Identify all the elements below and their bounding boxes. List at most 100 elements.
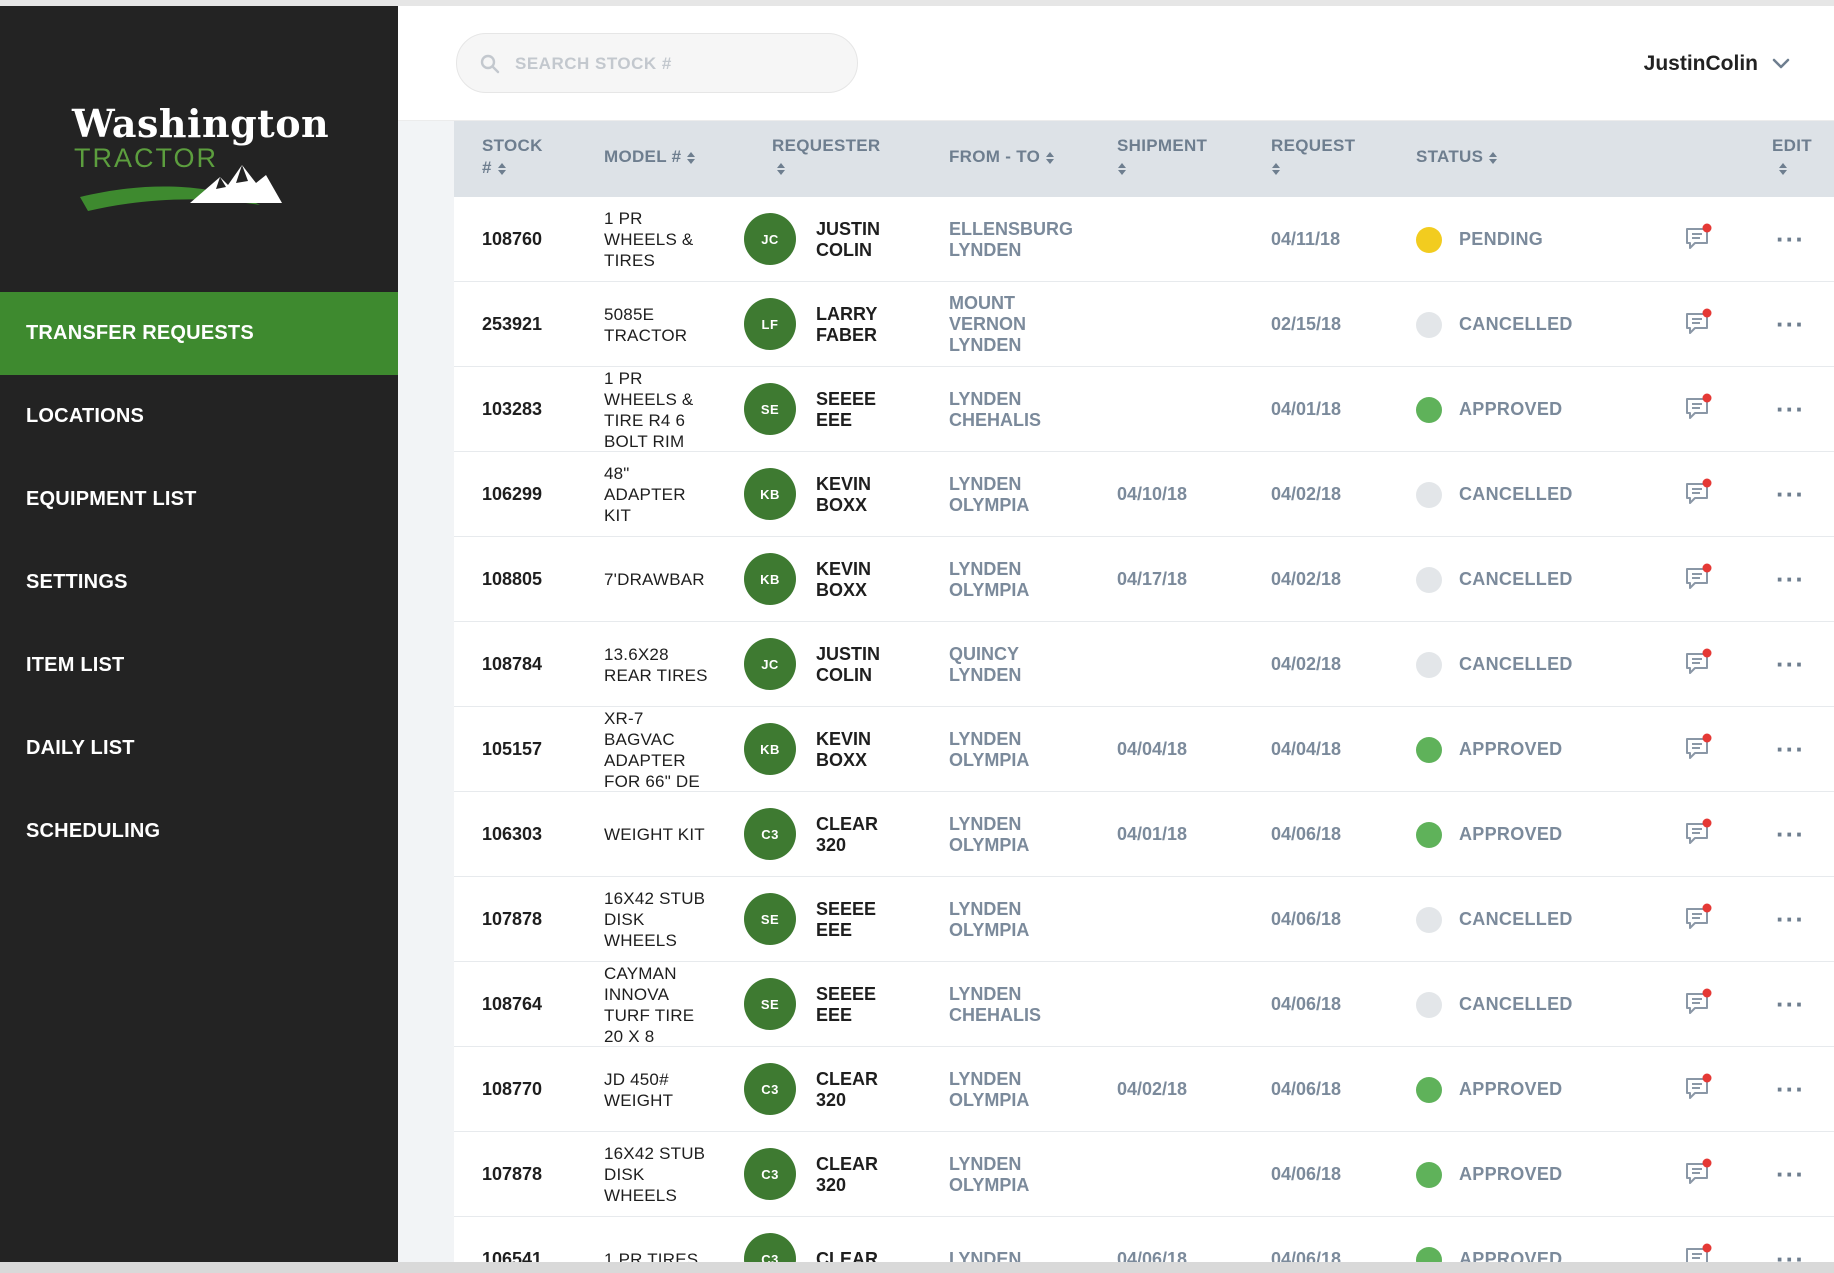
route-line: OLYMPIA <box>949 919 1030 940</box>
comment-button[interactable] <box>1682 986 1714 1018</box>
table-row[interactable]: 107878 16X42 STUB DISK WHEELS SE SEEEE EEE LYND… <box>454 877 1834 962</box>
status-label: PENDING <box>1459 229 1544 249</box>
notification-dot-icon <box>1702 1073 1712 1083</box>
comment-button[interactable] <box>1682 1071 1714 1103</box>
requester-line: CLEAR <box>816 813 878 834</box>
column-edit[interactable]: EDIT <box>1772 135 1812 179</box>
column-request[interactable]: REQUEST <box>1271 135 1355 179</box>
comment-button[interactable] <box>1682 561 1714 593</box>
route-line: OLYMPIA <box>949 749 1030 770</box>
more-options-icon[interactable]: ··· <box>1776 1159 1805 1189</box>
more-options-icon[interactable]: ··· <box>1776 394 1805 424</box>
column-model[interactable]: MODEL # <box>604 146 696 168</box>
comment-button[interactable] <box>1682 1156 1714 1188</box>
model-line: ADAPTER <box>604 485 686 504</box>
sidebar-item-equipment-list[interactable]: EQUIPMENT LIST <box>26 488 197 510</box>
comment-icon <box>1686 988 1712 1014</box>
shipment-date: 04/04/18 <box>1117 739 1188 759</box>
search-bar[interactable] <box>456 33 858 93</box>
table-row[interactable]: 106303 WEIGHT KIT C3 CLEAR 320 LYNDEN OLYMPIA 0… <box>454 792 1834 877</box>
model-line: ADAPTER <box>604 750 686 770</box>
requester-lines: CLEAR 320 <box>816 1154 878 1196</box>
sidebar-item-transfer-requests[interactable]: TRANSFER REQUESTS <box>0 292 398 375</box>
requester-cell: SEEEE EEE <box>816 962 936 1047</box>
table-row[interactable]: 106541 1 PR TIRES C3 CLEAR LYNDEN 04/06/18 04/… <box>454 1217 1834 1262</box>
requester-line: BOXX <box>816 494 868 515</box>
comment-icon <box>1686 308 1712 334</box>
column-requester[interactable]: REQUESTER <box>772 135 881 179</box>
column-stock[interactable]: STOCK # <box>482 135 543 179</box>
chevron-down-icon <box>1772 58 1790 69</box>
more-options-icon[interactable]: ··· <box>1776 649 1805 679</box>
table-row[interactable]: 103283 1 PR WHEELS & TIRE R4 6 BOLT RIM SE SEE… <box>454 367 1834 452</box>
table-row[interactable]: 108805 7'DRAWBAR KB KEVIN BOXX LYNDEN OLYMPIA 0… <box>454 537 1834 622</box>
search-input[interactable] <box>515 48 835 80</box>
comment-button[interactable] <box>1682 646 1714 678</box>
table-row[interactable]: 108760 1 PR WHEELS & TIRES JC JUSTIN COLIN ELLE… <box>454 197 1834 282</box>
more-options-icon[interactable]: ··· <box>1776 309 1805 339</box>
requester-lines: KEVIN BOXX <box>816 474 871 516</box>
table-row[interactable]: 108784 13.6X28 REAR TIRES JC JUSTIN COLIN QUIN… <box>454 622 1834 707</box>
requester-lines: CLEAR <box>816 1249 878 1262</box>
comment-button[interactable] <box>1682 391 1714 423</box>
sidebar-item-locations[interactable]: LOCATIONS <box>26 405 145 427</box>
comment-button[interactable] <box>1682 221 1714 253</box>
requester-line: CLEAR <box>816 1153 878 1174</box>
more-options-icon[interactable]: ··· <box>1776 564 1805 594</box>
route-line: VERNON <box>949 314 1027 334</box>
table-row[interactable]: 253921 5085E TRACTOR LF LARRY FABER MOUNT VERNO… <box>454 282 1834 367</box>
column-stock-label-2: # <box>482 158 492 177</box>
table-row[interactable]: 106299 48" ADAPTER KIT KB KEVIN BOXX LYNDEN OLYM… <box>454 452 1834 537</box>
requester-line: SEEEE <box>816 983 877 1004</box>
model-line: TRACTOR <box>604 325 688 345</box>
model-line: BAGVAC <box>604 729 675 749</box>
requester-cell: CLEAR 320 <box>816 1047 936 1132</box>
more-options-icon[interactable]: ··· <box>1776 224 1805 254</box>
requester-cell: KEVIN BOXX <box>816 452 936 537</box>
more-options-icon[interactable]: ··· <box>1776 819 1805 849</box>
comment-button[interactable] <box>1682 1241 1714 1262</box>
from-to-cell: LYNDEN OLYMPIA <box>949 1047 1099 1132</box>
sidebar-item-daily-list[interactable]: DAILY LIST <box>26 737 135 759</box>
table-row[interactable]: 107878 16X42 STUB DISK WHEELS C3 CLEAR 320 LYND… <box>454 1132 1834 1217</box>
column-status[interactable]: STATUS <box>1416 146 1498 168</box>
sidebar-item-scheduling[interactable]: SCHEDULING <box>26 820 161 842</box>
comment-icon <box>1686 733 1712 759</box>
more-options-icon[interactable]: ··· <box>1776 734 1805 764</box>
model-lines: 48" ADAPTER KIT <box>604 463 686 526</box>
avatar: SE <box>744 978 796 1030</box>
model-line: DISK <box>604 1165 645 1184</box>
comment-button[interactable] <box>1682 731 1714 763</box>
model-line: JD 450# <box>604 1069 669 1089</box>
requester-line: SEEEE <box>816 388 877 409</box>
washington-tractor-logo[interactable]: Washington TRACTOR <box>70 101 330 211</box>
model-cell: XR-7 BAGVAC ADAPTER FOR 66" DE <box>604 707 734 792</box>
table-row[interactable]: 105157 XR-7 BAGVAC ADAPTER FOR 66" DE KB KEVIN… <box>454 707 1834 792</box>
more-options-icon[interactable]: ··· <box>1776 989 1805 1019</box>
model-lines: 13.6X28 REAR TIRES <box>604 644 708 686</box>
more-options-icon[interactable]: ··· <box>1776 1074 1805 1104</box>
status-dot <box>1416 1077 1442 1103</box>
sidebar-item-settings[interactable]: SETTINGS <box>26 571 128 593</box>
comment-button[interactable] <box>1682 306 1714 338</box>
requester-lines: CLEAR 320 <box>816 814 878 856</box>
comment-button[interactable] <box>1682 476 1714 508</box>
requester-lines: SEEEE EEE <box>816 984 876 1026</box>
comment-button[interactable] <box>1682 816 1714 848</box>
table-row[interactable]: 108770 JD 450# WEIGHT C3 CLEAR 320 LYNDEN OLYMP… <box>454 1047 1834 1132</box>
top-header: JustinColin <box>398 6 1834 121</box>
column-from-to[interactable]: FROM - TO <box>949 146 1055 168</box>
more-options-icon[interactable]: ··· <box>1776 479 1805 509</box>
model-lines: CAYMAN INNOVA TURF TIRE 20 X 8 <box>604 963 694 1047</box>
user-menu[interactable]: JustinColin <box>1644 52 1790 76</box>
notification-dot-icon <box>1702 478 1712 488</box>
more-options-icon[interactable]: ··· <box>1776 904 1805 934</box>
comment-button[interactable] <box>1682 901 1714 933</box>
sidebar-item-item-list[interactable]: ITEM LIST <box>26 654 125 676</box>
status-dot <box>1416 652 1442 678</box>
table-row[interactable]: 108764 CAYMAN INNOVA TURF TIRE 20 X 8 SE SEEEE… <box>454 962 1834 1047</box>
column-shipment[interactable]: SHIPMENT <box>1117 135 1207 179</box>
sidebar: Washington TRACTOR TRANSFER REQUESTS LOCA… <box>0 6 398 1262</box>
avatar: SE <box>744 893 796 945</box>
more-options-icon[interactable]: ··· <box>1776 1244 1805 1262</box>
